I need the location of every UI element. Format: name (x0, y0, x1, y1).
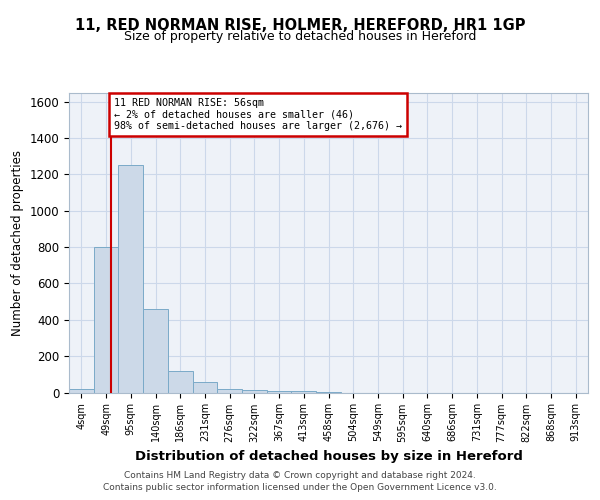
Text: 11, RED NORMAN RISE, HOLMER, HEREFORD, HR1 1GP: 11, RED NORMAN RISE, HOLMER, HEREFORD, H… (75, 18, 525, 32)
Text: Contains public sector information licensed under the Open Government Licence v3: Contains public sector information licen… (103, 483, 497, 492)
Bar (118, 165, 143, 392)
Y-axis label: Number of detached properties: Number of detached properties (11, 150, 24, 336)
Bar (193, 382, 217, 392)
Text: Contains HM Land Registry data © Crown copyright and database right 2024.: Contains HM Land Registry data © Crown c… (124, 472, 476, 480)
Text: Size of property relative to detached houses in Hereford: Size of property relative to detached ho… (124, 30, 476, 43)
Bar (94, 247, 118, 392)
Bar (292, 390, 316, 392)
Bar (69, 389, 94, 392)
Bar (217, 389, 242, 392)
Bar (267, 390, 292, 392)
Bar (242, 390, 267, 392)
Bar (143, 309, 168, 392)
X-axis label: Distribution of detached houses by size in Hereford: Distribution of detached houses by size … (134, 450, 523, 463)
Bar (168, 370, 193, 392)
Text: 11 RED NORMAN RISE: 56sqm
← 2% of detached houses are smaller (46)
98% of semi-d: 11 RED NORMAN RISE: 56sqm ← 2% of detach… (114, 98, 402, 131)
